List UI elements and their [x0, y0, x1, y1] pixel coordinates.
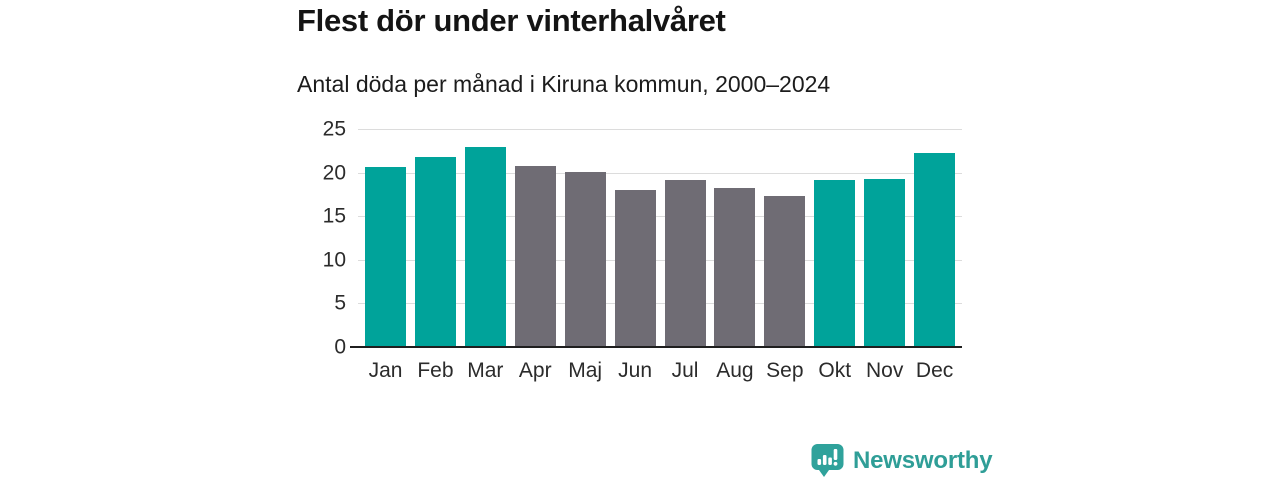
- x-tick-label-nov: Nov: [866, 359, 904, 382]
- x-tick-label-apr: Apr: [518, 359, 552, 382]
- x-tick-label-jun: Jun: [618, 359, 653, 382]
- gridline-20: [358, 172, 962, 174]
- y-tick-label-0: 0: [334, 335, 346, 359]
- y-tick-label-15: 15: [322, 204, 346, 228]
- x-tick-label-mar: Mar: [467, 359, 504, 382]
- x-tick-label-okt: Okt: [818, 359, 852, 382]
- chart-title: Flest dör under vinterhalvåret: [297, 3, 726, 38]
- x-tick-label-jan: Jan: [368, 359, 403, 382]
- x-tick-label-jul: Jul: [671, 359, 699, 382]
- y-tick-label-25: 25: [322, 117, 346, 141]
- bar-sep: [764, 196, 806, 347]
- bar-chart: 0 5 10 15 20 25 Jan Feb Mar Apr Maj Jun Jul Aug Sep Ok…: [323, 119, 962, 381]
- x-tick-label-maj: Maj: [568, 359, 603, 382]
- x-tick-label-feb: Feb: [417, 359, 454, 382]
- y-tick-label-5: 5: [334, 291, 346, 315]
- newsworthy-chart-bubble-icon: [811, 444, 844, 477]
- y-tick-label-10: 10: [322, 248, 346, 272]
- bar-apr: [514, 165, 556, 347]
- gridline-25: [358, 129, 962, 130]
- x-axis-line: [350, 346, 962, 348]
- gridline-5: [358, 303, 962, 305]
- bar-jun: [614, 190, 656, 347]
- bar-maj: [564, 171, 606, 347]
- bar-aug: [714, 188, 756, 347]
- bar-nov: [864, 178, 906, 347]
- x-tick-label-dec: Dec: [915, 359, 954, 382]
- newsworthy-logo: Newsworthy: [810, 443, 993, 478]
- chart-subtitle: Antal döda per månad i Kiruna kommun, 20…: [297, 71, 831, 97]
- bar-jul: [664, 179, 706, 347]
- bar-jan: [365, 167, 406, 347]
- bar-feb: [414, 156, 456, 347]
- newsworthy-wordmark: Newsworthy: [853, 446, 993, 474]
- x-tick-label-aug: Aug: [716, 359, 754, 382]
- y-tick-label-20: 20: [322, 161, 346, 185]
- x-tick-label-sep: Sep: [766, 359, 804, 382]
- bar-okt: [814, 180, 856, 347]
- bar-dec: [914, 152, 956, 347]
- gridline-10: [358, 259, 962, 261]
- bar-mar: [464, 147, 506, 347]
- gridline-15: [358, 216, 962, 218]
